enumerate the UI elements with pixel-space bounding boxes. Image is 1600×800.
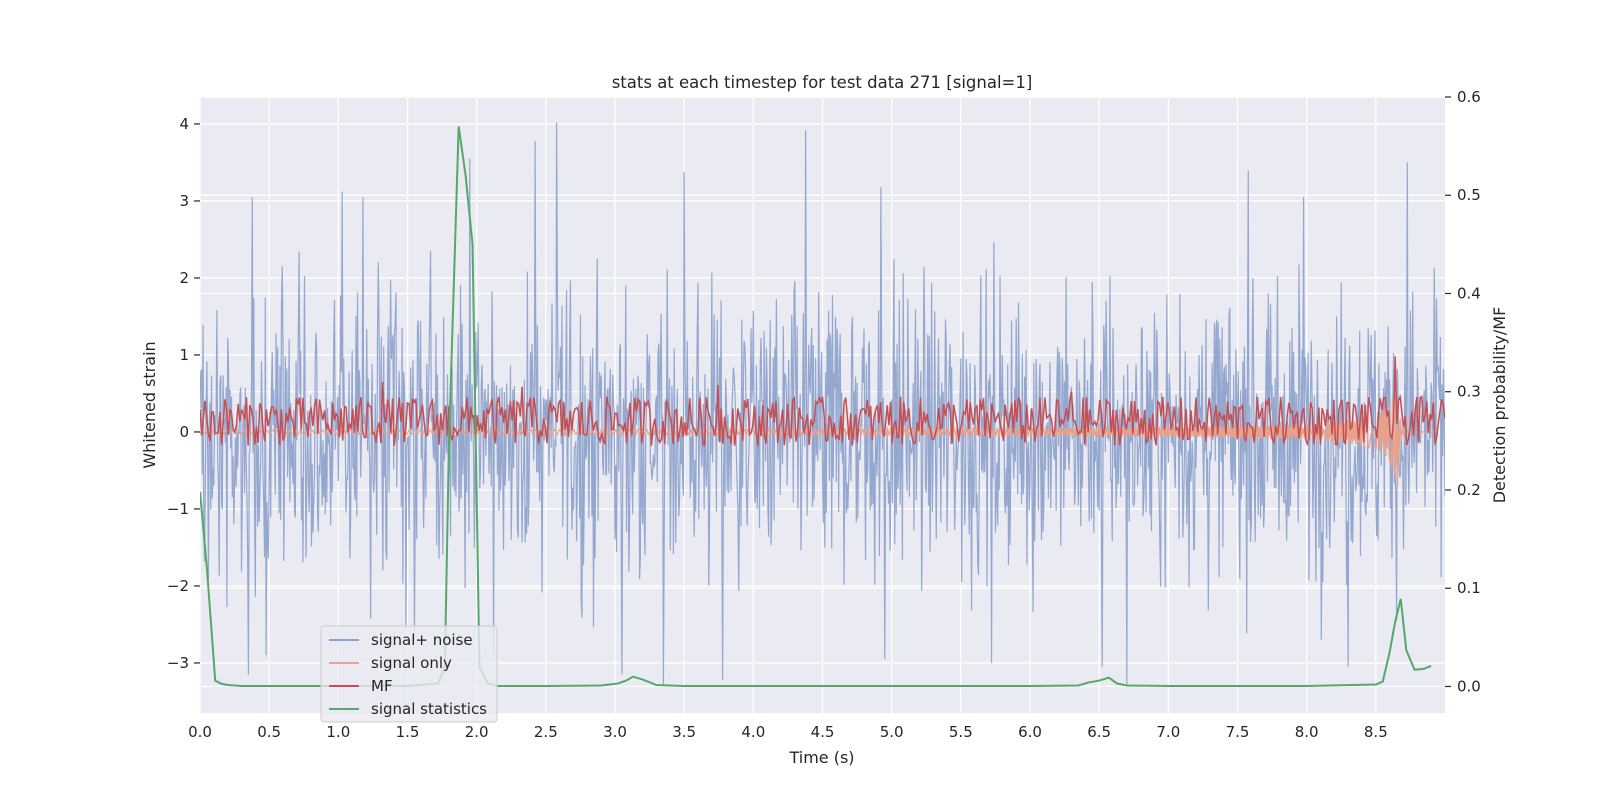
gridlines (199, 96, 1445, 713)
x-tick-label: 7.0 (1156, 723, 1180, 741)
x-tick-label: 2.0 (465, 723, 489, 741)
y2-tick-label: 0.5 (1457, 186, 1481, 204)
x-tick-label: 1.0 (326, 723, 350, 741)
y-tick-label: −2 (167, 577, 189, 595)
y2-tick-label: 0.0 (1457, 677, 1481, 695)
x-tick-label: 6.5 (1087, 723, 1111, 741)
y-axis-ticks: −3 −2 −1 0 1 2 3 4 (167, 115, 200, 672)
y-axis-label: Whitened strain (140, 341, 159, 468)
y-tick-label: −3 (167, 654, 189, 672)
x-tick-label: 8.0 (1295, 723, 1319, 741)
legend-label-signal-noise: signal+ noise (371, 631, 473, 649)
x-tick-label: 0.0 (188, 723, 212, 741)
legend-box (320, 625, 498, 723)
y-tick-label: 2 (179, 269, 189, 287)
legend-label-mf: MF (371, 677, 393, 695)
y-tick-label: 0 (179, 423, 189, 441)
x-tick-label: 4.0 (741, 723, 765, 741)
x-tick-label: 3.0 (603, 723, 627, 741)
y2-tick-label: 0.4 (1457, 284, 1481, 302)
series-signal-only (200, 387, 1438, 487)
legend-label-signal-only: signal only (371, 654, 452, 672)
chart-title: stats at each timestep for test data 271… (612, 73, 1033, 92)
x-tick-label: 5.0 (880, 723, 904, 741)
x-tick-label: 5.5 (949, 723, 973, 741)
x-tick-label: 0.5 (257, 723, 281, 741)
y2-tick-label: 0.6 (1457, 88, 1481, 106)
x-tick-label: 6.0 (1018, 723, 1042, 741)
x-tick-label: 7.5 (1226, 723, 1250, 741)
y-tick-label: 1 (179, 346, 189, 364)
y2-tick-label: 0.3 (1457, 383, 1481, 401)
y2-axis-label: Detection probability/MF (1490, 307, 1509, 504)
x-axis-label: Time (s) (788, 748, 854, 767)
x-tick-label: 4.5 (811, 723, 835, 741)
x-tick-label: 2.5 (534, 723, 558, 741)
x-tick-label: 3.5 (672, 723, 696, 741)
x-tick-label: 1.5 (396, 723, 420, 741)
y-tick-label: 4 (179, 115, 189, 133)
y-tick-label: 3 (179, 192, 189, 210)
y2-tick-label: 0.2 (1457, 481, 1481, 499)
legend: signal+ noise signal only MF signal stat… (320, 625, 498, 723)
x-tick-label: 8.5 (1364, 723, 1388, 741)
y-tick-label: −1 (167, 500, 189, 518)
x-axis-ticks: 0.0 0.5 1.0 1.5 2.0 2.5 3.0 3.5 4.0 4.5 5.0 5.5 6.0 6… (188, 723, 1388, 741)
legend-label-signal-statistics: signal statistics (371, 700, 487, 718)
series-mf (200, 356, 1445, 447)
y2-axis-ticks: 0.0 0.1 0.2 0.3 0.4 0.5 0.6 (1445, 88, 1481, 695)
y2-tick-label: 0.1 (1457, 579, 1481, 597)
